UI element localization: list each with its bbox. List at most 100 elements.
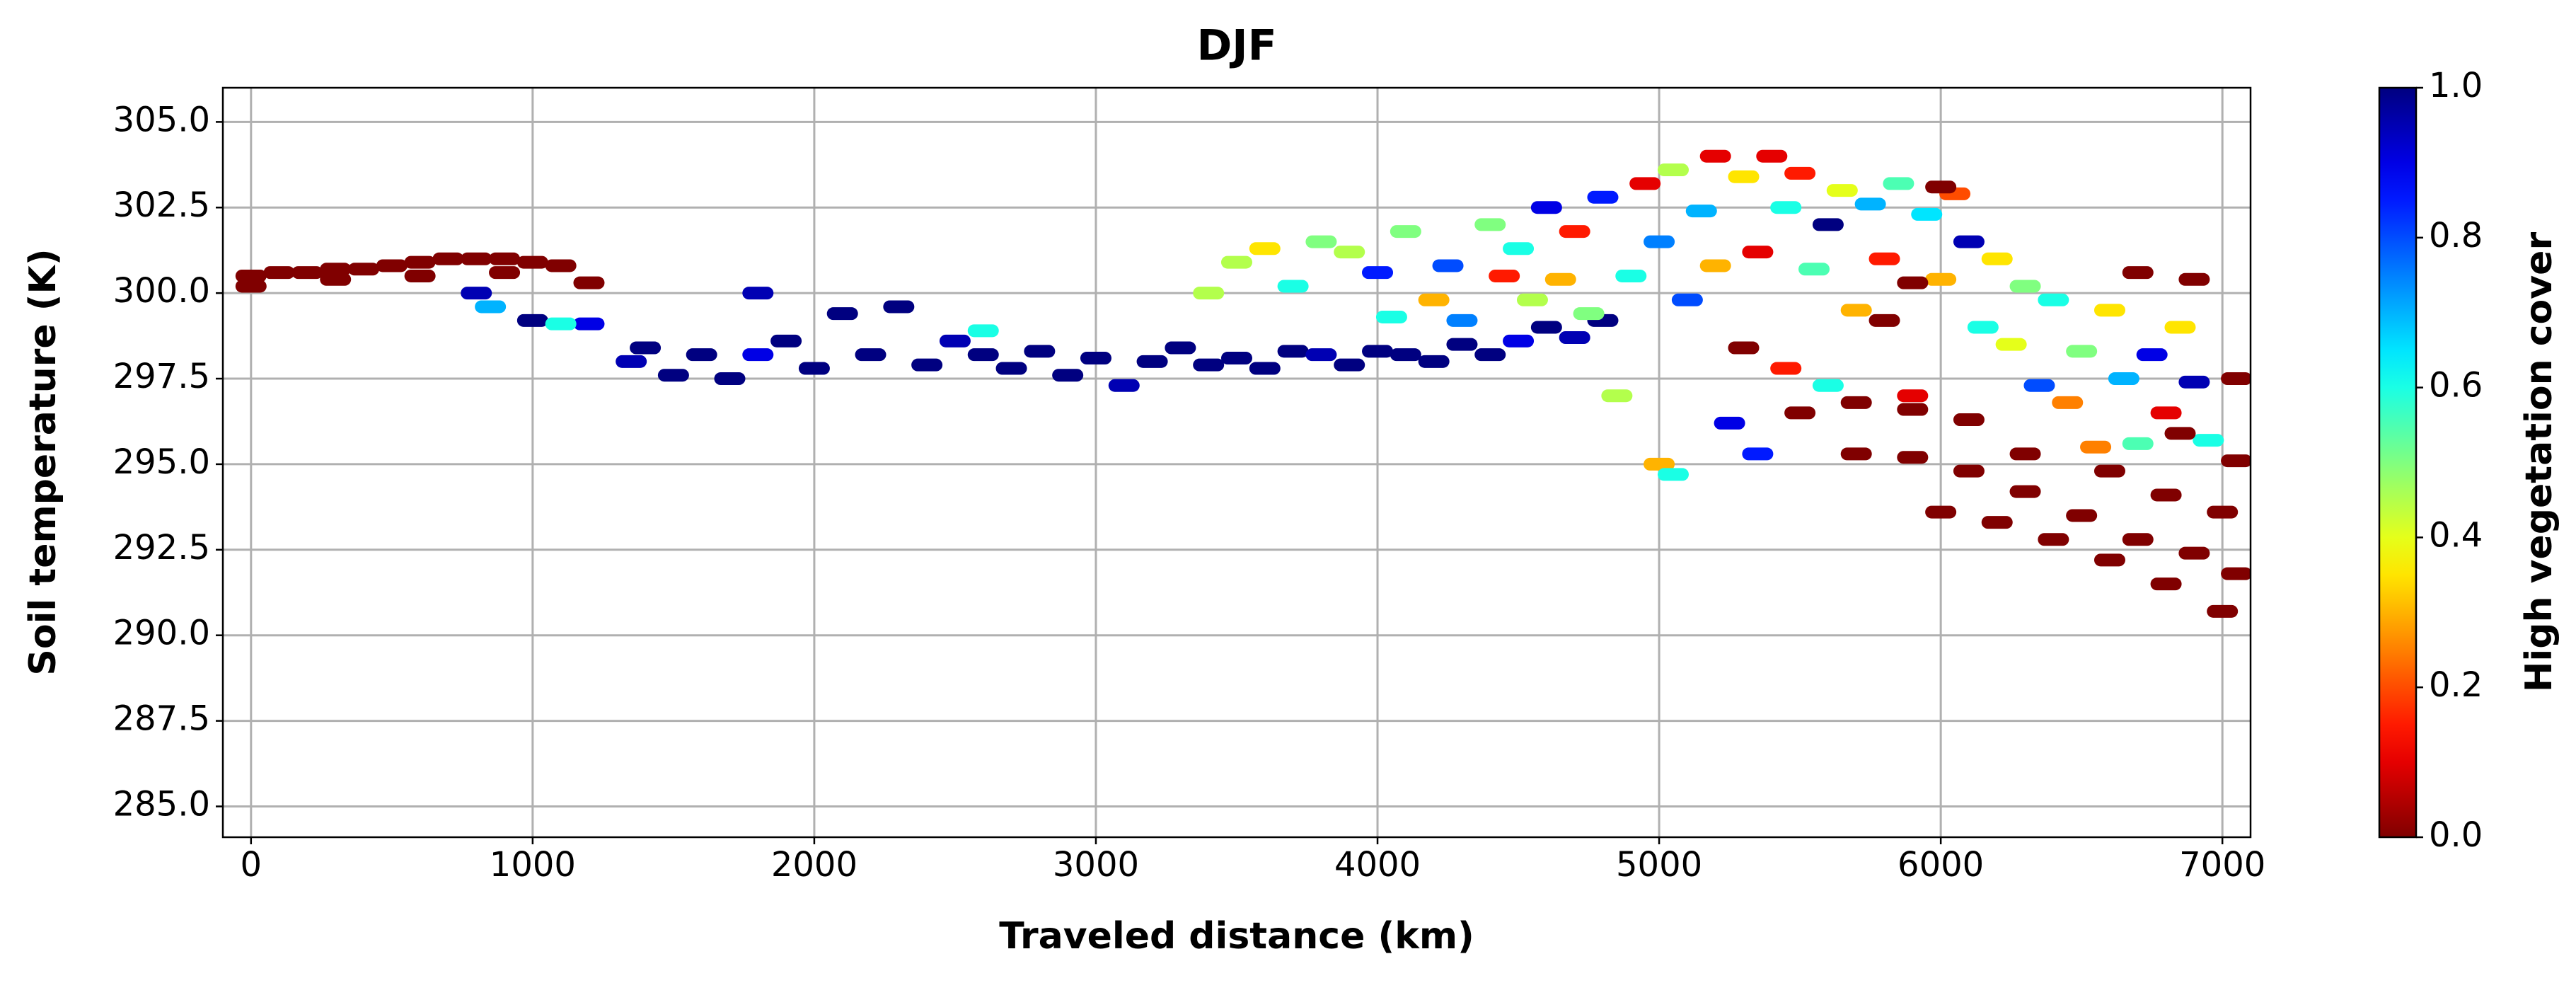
point	[2122, 437, 2154, 450]
point	[516, 255, 548, 269]
point	[1334, 358, 1365, 372]
point	[798, 362, 830, 375]
point	[2052, 396, 2084, 409]
x-tick-label: 7000	[2179, 845, 2265, 885]
point	[883, 300, 915, 314]
point	[1559, 225, 1590, 238]
point	[1869, 252, 1900, 265]
point	[461, 287, 492, 300]
point	[1249, 362, 1281, 375]
point	[1024, 345, 1056, 358]
point	[1897, 389, 1929, 403]
point	[2066, 509, 2098, 522]
point	[1770, 362, 1802, 375]
colorbar-label: High vegetation cover	[2518, 232, 2560, 693]
chart-title: DJF	[1196, 21, 1276, 71]
point	[967, 348, 999, 362]
point	[2207, 505, 2239, 519]
point	[1953, 464, 1985, 478]
point	[2178, 546, 2210, 560]
point	[1530, 201, 1562, 214]
point	[1221, 352, 1252, 365]
grid	[223, 88, 2251, 837]
point	[2193, 434, 2224, 447]
point	[1742, 447, 1774, 461]
point	[545, 317, 577, 330]
y-tick-label: 292.5	[113, 528, 210, 568]
point	[1305, 235, 1337, 248]
x-tick-label: 0	[241, 845, 262, 885]
point	[616, 355, 647, 368]
x-tick-label: 3000	[1053, 845, 1139, 885]
point	[967, 324, 999, 338]
point	[742, 348, 774, 362]
point	[826, 307, 858, 321]
point	[742, 287, 774, 300]
point	[1530, 321, 1562, 334]
point	[2150, 488, 2182, 502]
point	[1080, 352, 1111, 365]
point	[1615, 269, 1647, 282]
point	[911, 358, 943, 372]
point	[2093, 553, 2125, 567]
point	[1897, 403, 1929, 416]
plot-frame	[221, 86, 2252, 839]
y-tick-label: 302.5	[113, 185, 210, 225]
x-tick-label: 2000	[771, 845, 857, 885]
point	[1742, 246, 1774, 259]
point	[657, 369, 689, 382]
point	[1685, 205, 1717, 218]
point	[1840, 447, 1872, 461]
point	[2136, 348, 2168, 362]
point	[1644, 235, 1675, 248]
point	[686, 348, 717, 362]
colorbar-tick-label: 0.8	[2429, 216, 2483, 255]
colorbar-tick-label: 0.6	[2429, 366, 2483, 406]
point	[1390, 348, 1421, 362]
point	[2093, 304, 2125, 317]
point	[1728, 170, 1760, 183]
point	[1432, 259, 1464, 272]
point	[1503, 334, 1535, 347]
point	[263, 266, 295, 280]
point	[1883, 177, 1914, 190]
point	[1193, 358, 1225, 372]
point	[1925, 505, 1957, 519]
point	[2207, 604, 2239, 618]
point	[714, 372, 746, 386]
colorbar-tick-label: 0.4	[2429, 515, 2483, 555]
y-tick-label: 297.5	[113, 357, 210, 396]
point	[1052, 369, 1084, 382]
point	[1770, 201, 1802, 214]
point	[1869, 314, 1900, 327]
y-axis-label: Soil temperature (K)	[22, 248, 64, 675]
point	[235, 269, 267, 282]
point	[1277, 345, 1309, 358]
point	[291, 266, 323, 280]
point	[1854, 197, 1886, 211]
point	[1136, 355, 1168, 368]
point	[404, 269, 436, 282]
point	[1418, 293, 1450, 306]
point	[1925, 272, 1957, 286]
point	[2009, 485, 2041, 498]
point	[1418, 355, 1450, 368]
colorbar-tick-label: 0.0	[2429, 815, 2483, 855]
point	[1657, 163, 1689, 177]
point	[630, 341, 662, 355]
point	[1925, 180, 1957, 194]
x-tick-label: 4000	[1334, 845, 1421, 885]
point	[1644, 457, 1675, 471]
point	[1573, 307, 1605, 321]
point	[489, 252, 521, 265]
point	[2178, 375, 2210, 389]
axes: 0 1000 2000 3000 4000 5000 6000 7000 285.0 287.5 2…	[113, 66, 2483, 885]
point	[1812, 379, 1844, 392]
x-axis-label: Traveled distance (km)	[999, 915, 1474, 958]
point	[1812, 218, 1844, 231]
point	[1995, 338, 2027, 351]
point	[1840, 304, 1872, 317]
point	[1840, 396, 1872, 409]
point	[1967, 321, 1999, 334]
